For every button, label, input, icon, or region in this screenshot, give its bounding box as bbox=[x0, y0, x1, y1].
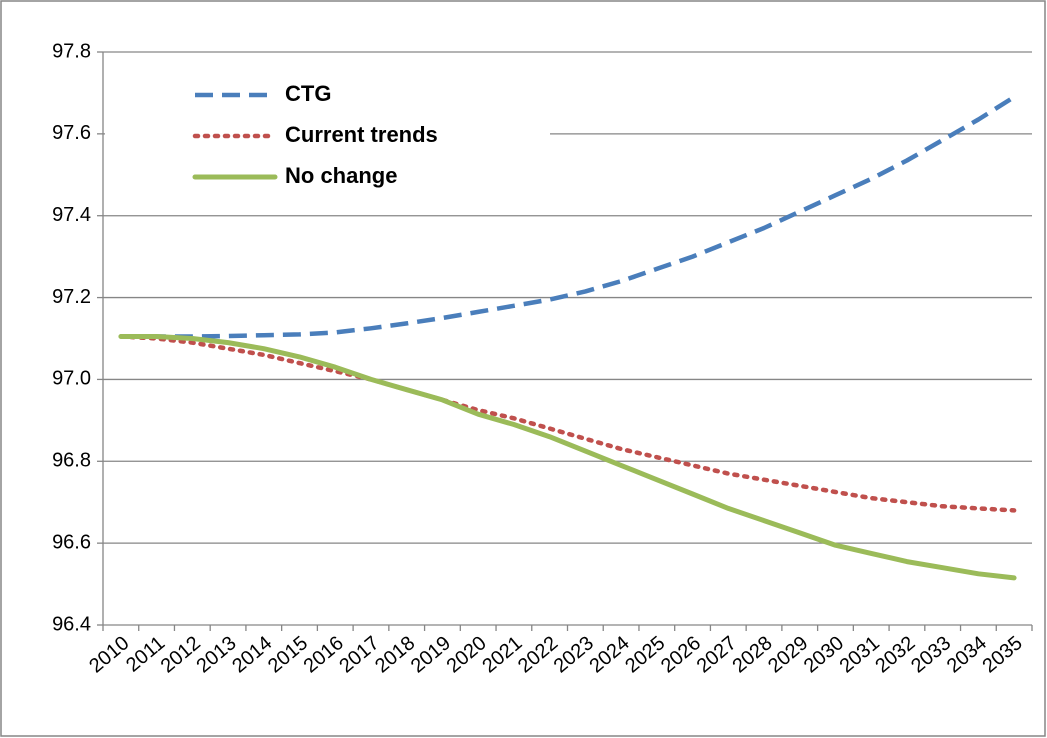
y-tick-label: 97.2 bbox=[52, 286, 91, 308]
series-line bbox=[118, 334, 1017, 581]
series-line bbox=[118, 334, 1017, 513]
y-tick-label: 96.8 bbox=[52, 450, 91, 472]
y-tick-label: 97.0 bbox=[52, 368, 91, 390]
y-tick-label: 97.8 bbox=[52, 40, 91, 62]
y-tick-label: 96.4 bbox=[52, 613, 91, 635]
legend-label: CTG bbox=[285, 81, 331, 106]
y-tick-label: 97.6 bbox=[52, 122, 91, 144]
legend-label: Current trends bbox=[285, 122, 438, 147]
y-tick-label: 97.4 bbox=[52, 204, 91, 226]
legend-label: No change bbox=[285, 163, 397, 188]
legend-box bbox=[105, 62, 550, 200]
series-line bbox=[120, 95, 1016, 339]
y-tick-label: 96.6 bbox=[52, 531, 91, 553]
